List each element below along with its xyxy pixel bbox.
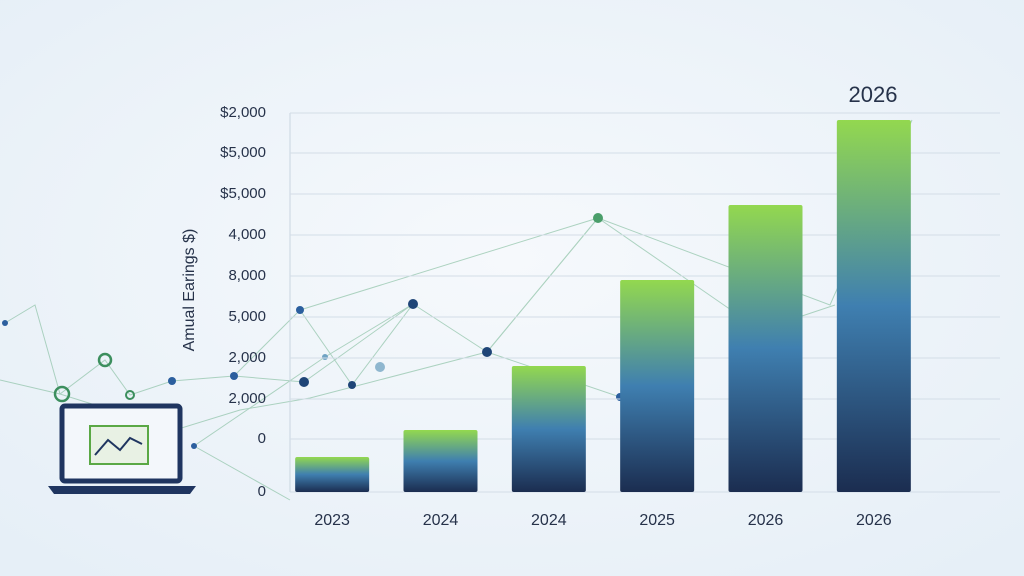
annotation: 2026	[849, 82, 898, 107]
y-tick-label: 8,000	[228, 267, 266, 284]
bar	[295, 457, 370, 492]
bar	[836, 120, 911, 492]
x-tick-label: 2023	[314, 512, 350, 529]
x-tick-label: 2024	[531, 512, 567, 529]
y-tick-label: 0	[258, 430, 266, 447]
x-tick-label: 2024	[423, 512, 459, 529]
bar	[620, 280, 695, 492]
laptop-icon	[48, 403, 196, 494]
y-tick-label: $5,000	[220, 144, 266, 161]
y-tick-label: 0	[258, 483, 266, 500]
x-tick-label: 2026	[748, 512, 784, 529]
bar	[403, 430, 478, 492]
x-tick-label: 2026	[856, 512, 892, 529]
bar	[511, 366, 586, 492]
y-tick-label: $5,000	[220, 185, 266, 202]
y-tick-label: 2,000	[228, 349, 266, 366]
y-tick-label: 4,000	[228, 226, 266, 243]
y-axis-label: Amual Earings $)	[181, 229, 198, 352]
y-tick-label: $2,000	[220, 104, 266, 121]
y-tick-label: 2,000	[228, 390, 266, 407]
network-nodes	[2, 213, 624, 449]
bar	[728, 205, 803, 492]
y-tick-label: 5,000	[228, 308, 266, 325]
x-tick-label: 2025	[639, 512, 675, 529]
